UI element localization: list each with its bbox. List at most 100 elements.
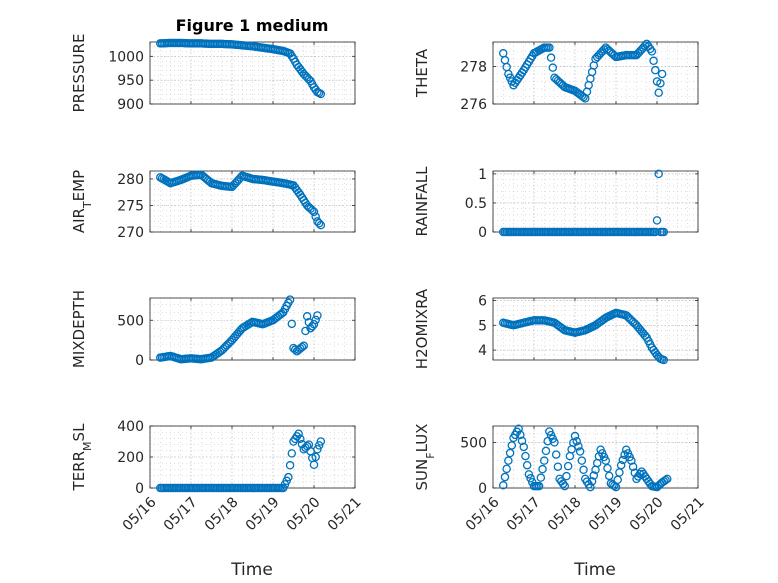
data-point [526, 474, 535, 483]
y-axis-label: PRESSURE [70, 34, 88, 113]
data-point [311, 315, 320, 325]
data-point [627, 456, 636, 465]
data-point [628, 462, 638, 471]
data-point [654, 88, 663, 97]
y-tick-label: 1 [478, 167, 487, 183]
data-point [618, 455, 628, 465]
data-point [654, 169, 663, 179]
data-point [313, 311, 322, 320]
data-point [505, 448, 515, 458]
x-tick-label: 05/21 [325, 494, 365, 534]
y-axis-label: AIRTEMP [70, 170, 94, 233]
data-point [560, 481, 570, 491]
data-point [316, 89, 326, 99]
data-point [587, 477, 597, 486]
y-tick-label: 200 [117, 450, 144, 466]
y-tick-label: 0 [478, 481, 487, 497]
data-point [538, 464, 547, 474]
x-tick-label: 05/18 [545, 494, 585, 534]
data-point [651, 65, 660, 75]
y-tick-label: 5 [478, 318, 487, 334]
axes-box [149, 41, 356, 105]
data-point [657, 69, 667, 79]
y-tick-label: 1000 [108, 49, 144, 65]
y-tick-label: 500 [460, 435, 487, 451]
data-point [309, 460, 319, 469]
y-axis-label: H2OMIXRA [413, 288, 431, 369]
data-point [579, 465, 588, 475]
data-point [311, 452, 320, 462]
data-point [285, 461, 295, 470]
data-point [558, 479, 568, 488]
data-point [562, 471, 571, 481]
data-point [649, 56, 658, 66]
x-tick-label: 05/16 [463, 494, 503, 534]
data-point [297, 342, 307, 352]
data-point [534, 481, 544, 491]
y-axis-label: SUNFLUX [413, 424, 437, 491]
data-point [302, 312, 312, 321]
data-point [570, 431, 580, 441]
data-point [545, 43, 554, 52]
subplot-pressure: 900 950 1000 PRESSURE [70, 34, 356, 113]
x-tick-label: 05/20 [284, 494, 324, 534]
subplot-rainfall: 0 0.5 1 RAINFALL [413, 166, 699, 241]
data-point [586, 482, 595, 492]
data-point [647, 47, 657, 56]
data-point [635, 469, 645, 479]
data-point [517, 436, 527, 446]
data-point [659, 355, 669, 365]
y-axis-label: TERRMSL [70, 423, 94, 492]
x-tick-label: 05/16 [120, 494, 160, 534]
data-point [551, 450, 561, 459]
axes-box [492, 170, 699, 233]
axes-box [492, 297, 699, 361]
data-point [287, 449, 297, 458]
data-point [285, 295, 295, 304]
data-point [516, 430, 525, 440]
data-point [522, 460, 532, 470]
axes-box [149, 170, 356, 233]
data-point [500, 55, 510, 65]
y-tick-label: 4 [478, 343, 487, 359]
data-point [507, 441, 517, 450]
data-point [514, 424, 523, 433]
data-point [615, 468, 624, 477]
data-point [536, 473, 546, 482]
data-point [294, 429, 303, 438]
axes-box [149, 297, 356, 361]
data-point [498, 481, 508, 490]
data-point [601, 456, 611, 465]
data-point [577, 456, 587, 465]
data-point [589, 471, 599, 480]
data-point [652, 216, 662, 225]
data-point [313, 444, 322, 454]
data-point [603, 463, 612, 473]
x-axis-label-left: Time [230, 560, 273, 580]
data-point [502, 62, 511, 72]
data-point [604, 471, 614, 481]
data-point [308, 206, 317, 215]
data-point [296, 434, 305, 444]
figure-title: Figure 1 medium [176, 16, 329, 35]
subplot-terr-msl: 05/16 05/17 05/18 05/19 05/20 05/21 0 200 400 TER… [70, 419, 365, 534]
data-point [287, 319, 297, 329]
data-point [574, 442, 583, 451]
data-point [541, 446, 551, 456]
y-tick-label: 400 [117, 419, 144, 435]
subplot-theta: 276 278 THETA [413, 39, 699, 113]
x-tick-label: 05/17 [504, 494, 544, 534]
y-axis-label: MIXDEPTH [70, 290, 88, 368]
data-point [299, 341, 308, 350]
axes-box [492, 41, 699, 105]
data-point [572, 436, 581, 446]
data-point [616, 460, 626, 470]
y-tick-label: 0.5 [465, 196, 487, 212]
data-point [656, 79, 665, 88]
x-tick-label: 05/19 [586, 494, 626, 534]
x-tick-label: 05/18 [202, 494, 242, 534]
y-tick-label: 6 [478, 293, 487, 309]
y-tick-label: 275 [117, 198, 144, 214]
data-point [524, 470, 534, 479]
data-point [311, 212, 320, 221]
